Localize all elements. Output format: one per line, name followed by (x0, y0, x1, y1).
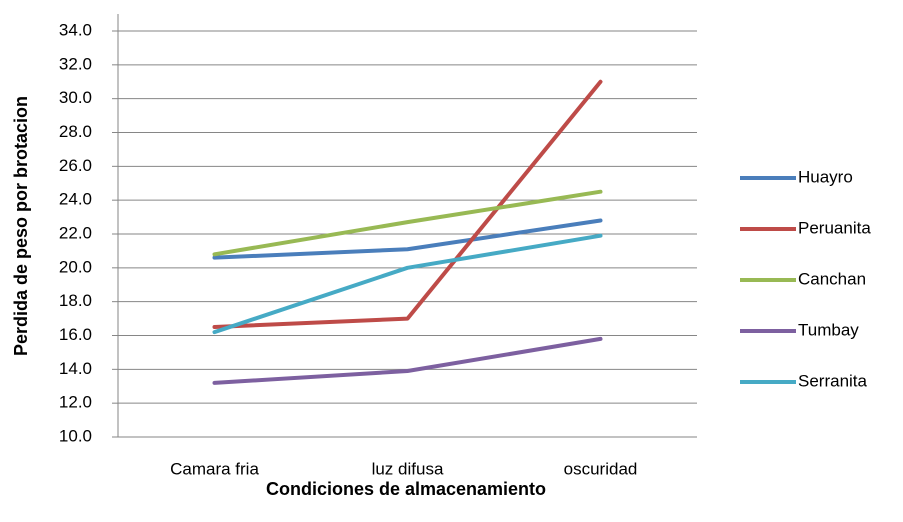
y-tick-label: 16.0 (59, 325, 92, 344)
series-line (212, 336, 603, 385)
y-tick-label: 24.0 (59, 190, 92, 209)
y-tick-label: 12.0 (59, 393, 92, 412)
y-tick-label: 18.0 (59, 291, 92, 310)
y-tick-label: 20.0 (59, 257, 92, 276)
series-line (212, 189, 603, 257)
series-line (212, 233, 603, 335)
y-tick-label: 30.0 (59, 88, 92, 107)
y-axis-title: Perdida de peso por brotacion (11, 96, 31, 356)
y-tick-label: 28.0 (59, 122, 92, 141)
legend-label: Tumbay (798, 320, 859, 339)
x-tick-label: luz difusa (372, 459, 444, 478)
x-axis-title: Condiciones de almacenamiento (266, 479, 546, 499)
y-tick-label: 22.0 (59, 223, 92, 242)
legend-label: Canchan (798, 269, 866, 288)
y-tick-label: 34.0 (59, 20, 92, 39)
x-tick-label: Camara fria (170, 459, 259, 478)
series-line (212, 218, 603, 260)
legend-label: Peruanita (798, 218, 871, 237)
y-tick-label: 26.0 (59, 156, 92, 175)
x-tick-label: oscuridad (564, 459, 638, 478)
y-tick-label: 14.0 (59, 359, 92, 378)
legend-label: Huayro (798, 167, 853, 186)
y-tick-label: 32.0 (59, 54, 92, 73)
legend-label: Serranita (798, 371, 868, 390)
series-line (212, 79, 603, 330)
y-tick-label: 10.0 (59, 426, 92, 445)
